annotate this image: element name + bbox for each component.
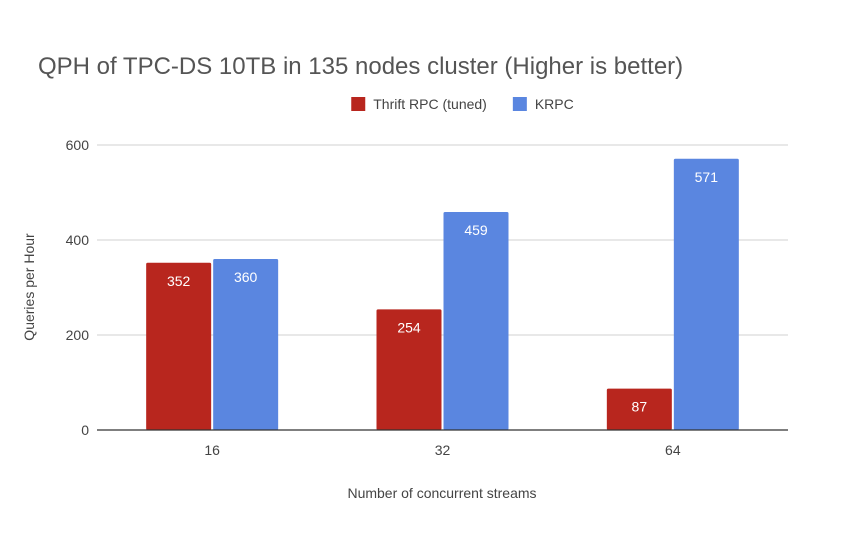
x-tick-label: 64 xyxy=(665,442,681,458)
x-tick-label: 32 xyxy=(435,442,451,458)
bars: 352 360 254 459 87 571 xyxy=(146,158,739,430)
data-label: 459 xyxy=(464,222,488,238)
legend-swatch xyxy=(512,97,527,111)
legend-item[interactable]: Thrift RPC (tuned) xyxy=(351,96,487,112)
legend: Thrift RPC (tuned) KRPC xyxy=(351,96,574,112)
y-axis-label: Queries per Hour xyxy=(21,233,37,341)
x-tick-label: 16 xyxy=(204,442,220,458)
y-tick-label: 600 xyxy=(66,137,90,153)
bar[interactable] xyxy=(213,259,279,430)
bar[interactable] xyxy=(443,211,509,430)
data-label: 360 xyxy=(234,269,258,285)
bar[interactable] xyxy=(376,309,442,430)
x-axis-ticks: 16 32 64 xyxy=(204,442,680,458)
chart-title: QPH of TPC-DS 10TB in 135 nodes cluster … xyxy=(38,53,683,80)
y-tick-label: 400 xyxy=(66,232,90,248)
y-axis-ticks: 0 200 400 600 xyxy=(66,137,90,438)
bar[interactable] xyxy=(673,158,739,430)
data-label: 254 xyxy=(397,319,421,335)
legend-label: KRPC xyxy=(535,96,574,112)
data-label: 352 xyxy=(167,273,191,289)
legend-label: Thrift RPC (tuned) xyxy=(373,96,487,112)
gridlines xyxy=(97,144,788,336)
legend-swatch xyxy=(351,97,366,111)
bar[interactable] xyxy=(606,388,672,430)
data-label: 571 xyxy=(695,169,719,185)
legend-item[interactable]: KRPC xyxy=(512,96,574,112)
y-tick-label: 200 xyxy=(66,327,90,343)
data-label: 87 xyxy=(632,399,648,415)
y-tick-label: 0 xyxy=(81,422,89,438)
x-axis-label: Number of concurrent streams xyxy=(347,485,536,501)
bar[interactable] xyxy=(146,262,212,430)
